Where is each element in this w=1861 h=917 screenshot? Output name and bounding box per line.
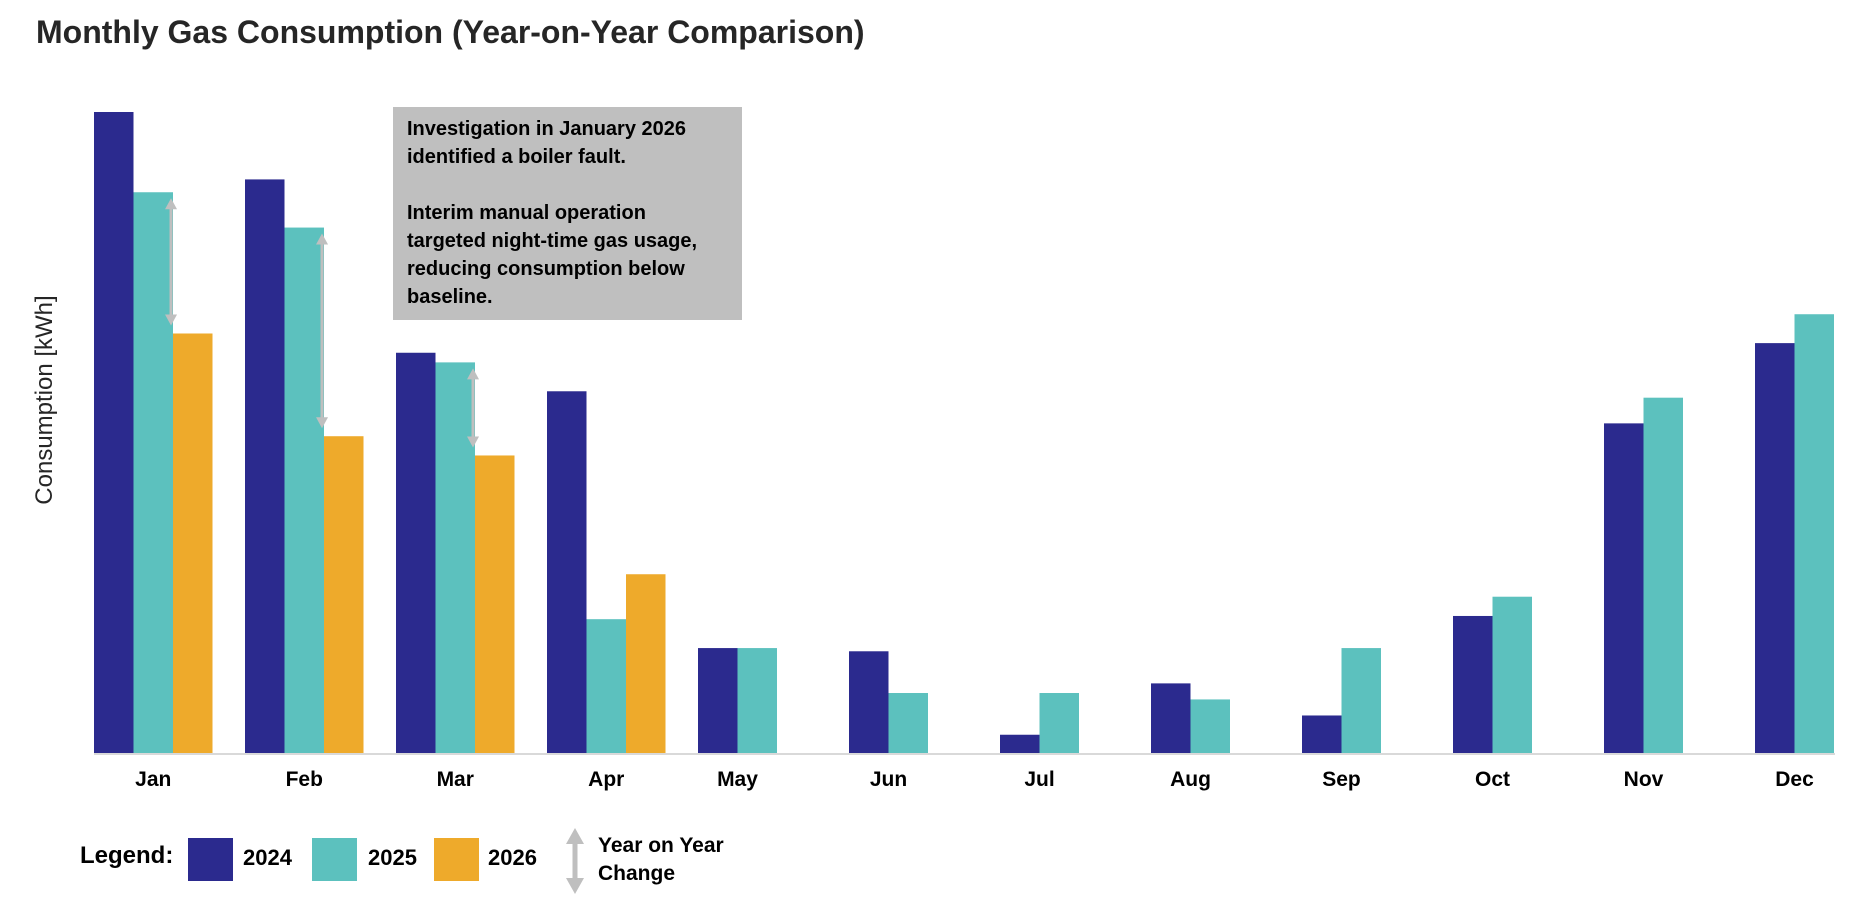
bar-feb-2024 <box>245 179 285 754</box>
x-tick-nov: Nov <box>1624 768 1664 791</box>
legend-label-2024: 2024 <box>243 845 292 870</box>
yoy-arrow-mar <box>467 368 480 448</box>
bar-mar-2024 <box>396 352 436 754</box>
yoy-arrow-feb <box>316 233 329 429</box>
legend-swatch-2025 <box>312 838 357 881</box>
bars-group <box>94 112 1834 754</box>
bar-apr-2024 <box>547 391 587 754</box>
annotation-text-1: Investigation in January 2026 identified… <box>407 118 686 168</box>
annotation-text-2: Interim manual operation targeted night-… <box>407 202 698 308</box>
legend-arrow-label: Year on Year Change <box>598 834 724 885</box>
x-tick-feb: Feb <box>286 768 323 791</box>
bar-nov-2025 <box>1643 397 1683 754</box>
bar-jan-2025 <box>133 192 173 754</box>
legend-swatch-2026 <box>434 838 479 881</box>
legend-label-2026: 2026 <box>488 845 537 870</box>
bar-jun-2025 <box>888 693 928 754</box>
x-tick-jan: Jan <box>135 768 171 791</box>
x-tick-aug: Aug <box>1170 768 1211 791</box>
legend-label-2025: 2025 <box>368 845 417 870</box>
x-tick-mar: Mar <box>437 768 474 791</box>
x-tick-dec: Dec <box>1775 768 1814 791</box>
x-tick-jul: Jul <box>1024 768 1054 791</box>
bar-apr-2025 <box>586 619 626 754</box>
bar-mar-2026 <box>475 455 515 754</box>
x-tick-sep: Sep <box>1322 768 1361 791</box>
legend-double-arrow-icon <box>566 828 584 894</box>
bar-feb-2025 <box>284 227 324 754</box>
bar-apr-2026 <box>626 574 666 754</box>
bar-feb-2026 <box>324 436 364 754</box>
bar-may-2025 <box>737 648 777 754</box>
bar-sep-2025 <box>1341 648 1381 754</box>
legend-title: Legend: <box>80 842 174 869</box>
x-tick-jun: Jun <box>870 768 907 791</box>
bar-nov-2024 <box>1604 423 1644 754</box>
bar-jan-2024 <box>94 112 134 754</box>
bar-aug-2025 <box>1190 699 1230 754</box>
bar-jan-2026 <box>173 333 213 754</box>
x-tick-labels: Jan Feb Mar Apr May Jun Jul Aug Sep Oct Nov Dec <box>135 768 1814 791</box>
bar-dec-2024 <box>1755 343 1795 754</box>
yoy-arrows-group <box>165 198 480 448</box>
chart-title: Monthly Gas Consumption (Year-on-Year Co… <box>36 14 865 50</box>
x-tick-oct: Oct <box>1475 768 1510 791</box>
bar-jul-2025 <box>1039 693 1079 754</box>
yoy-arrow-jan <box>165 198 178 326</box>
x-tick-may: May <box>717 768 758 791</box>
bar-sep-2024 <box>1302 715 1342 754</box>
bar-aug-2024 <box>1151 683 1191 754</box>
bar-dec-2025 <box>1794 314 1834 754</box>
bar-mar-2025 <box>435 362 475 754</box>
bar-oct-2025 <box>1492 596 1532 754</box>
annotation-box: Investigation in January 2026 identified… <box>393 107 742 320</box>
legend-swatch-2024 <box>188 838 233 881</box>
bar-jun-2024 <box>849 651 889 754</box>
bar-oct-2024 <box>1453 615 1493 754</box>
x-tick-apr: Apr <box>588 768 624 791</box>
bar-jul-2024 <box>1000 734 1040 754</box>
bar-may-2024 <box>698 648 738 754</box>
